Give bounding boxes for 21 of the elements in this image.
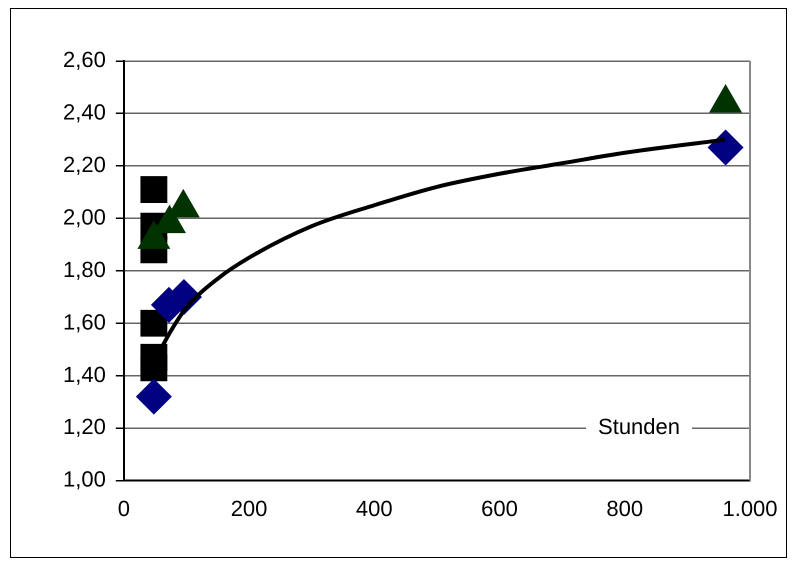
x-tick-label: 200: [230, 496, 268, 521]
y-tick-label: 2,40: [62, 100, 106, 125]
y-tick-label: 1,80: [62, 256, 106, 282]
x-tick-label: 600: [481, 496, 518, 521]
point: [140, 310, 168, 337]
point: [708, 130, 744, 166]
y-tick-label: 1,20: [62, 414, 106, 440]
y-tick-label: 1,60: [62, 309, 106, 334]
y-tick-label: 2,00: [62, 204, 106, 230]
y-tick-label: 2,20: [62, 152, 106, 177]
x-tick-label: 0: [118, 496, 130, 521]
x-axis-title: Stunden: [598, 414, 680, 440]
y-tick-label: 1,00: [62, 466, 106, 492]
x-tick-label: 400: [356, 496, 393, 521]
point: [140, 354, 168, 382]
point: [136, 378, 172, 415]
point: [140, 176, 168, 203]
x-tick-label: 800: [606, 496, 644, 521]
x-tick-label: 1.000: [722, 496, 778, 521]
y-tick-label: 2,60: [62, 47, 106, 72]
y-tick-label: 1,40: [62, 362, 106, 387]
